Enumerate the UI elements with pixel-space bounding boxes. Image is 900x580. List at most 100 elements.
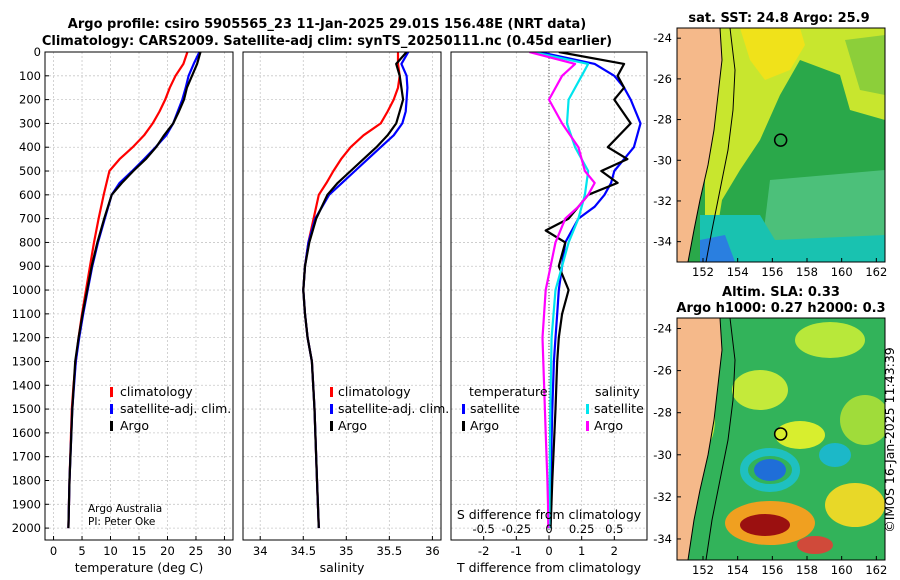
legend-swatch-argo <box>330 421 333 431</box>
sla-map: Altim. SLA: 0.33 Argo h1000: 0.27 h2000:… <box>653 285 887 577</box>
legend-label-climatology: climatology <box>120 384 193 399</box>
legend-swatch-satellite <box>330 404 333 414</box>
sla-high-2 <box>732 370 788 410</box>
legend-label-satellite: satellite-adj. clim. <box>338 401 449 416</box>
temperature-lines <box>67 52 202 529</box>
sla-profile-marker <box>773 427 788 441</box>
depth-tick-label: 1900 <box>12 497 41 511</box>
series-line-argo <box>67 52 202 529</box>
sst-warm-region <box>705 28 885 262</box>
temperature-legend: climatology satellite-adj. clim. Argo <box>110 384 231 433</box>
sla-high-1 <box>795 322 865 358</box>
depth-tick-label: 200 <box>19 93 41 107</box>
sla-high-3 <box>840 395 885 445</box>
difference-legend: temperature salinity satellite Argo sate… <box>462 384 644 433</box>
credit-argo-australia: Argo Australia <box>88 503 162 515</box>
sla-map-ticks: 152 154 156 158 160 162 -24 -26 -28 -30 -32 -34 <box>653 322 887 577</box>
map-y-tick-label: -26 <box>653 364 672 378</box>
title-line-1: Argo profile: csiro 5905565_23 11-Jan-20… <box>68 17 586 32</box>
x-tick-label: 35 <box>339 544 354 558</box>
depth-tick-label: 400 <box>19 140 41 154</box>
sst-map-box <box>676 27 886 263</box>
legend-swatch-t-satellite <box>462 404 465 414</box>
depth-tick-label: 1000 <box>12 283 41 297</box>
map-y-tick-label: -24 <box>653 31 672 45</box>
salinity-ticks: 34 34.5 35 35.5 36 <box>253 536 440 558</box>
x-tick-label: 30 <box>217 544 232 558</box>
x-tick-label: 0 <box>50 544 57 558</box>
map-x-tick-label: 156 <box>761 265 783 279</box>
sla-peak <box>740 514 790 536</box>
difference-lines <box>529 52 642 529</box>
map-x-tick-label: 154 <box>727 563 749 577</box>
sst-profile-marker <box>773 133 788 147</box>
t-difference-xlabel: T difference from climatology <box>456 560 642 575</box>
legend-title-temperature: temperature <box>469 384 548 399</box>
s-difference-ticks: -0.5 -0.25 0 0.25 0.5 <box>472 522 623 536</box>
depth-tick-label: 800 <box>19 235 41 249</box>
temperature-ticks: 0100200300400500600700800900100011001200… <box>12 45 232 558</box>
sla-high-4 <box>775 421 825 449</box>
x-tick-label: 15 <box>132 544 147 558</box>
map-x-tick-label: 162 <box>865 265 887 279</box>
s-tick-label: 0.5 <box>605 522 623 536</box>
x-tick-label: 34 <box>253 544 268 558</box>
x-tick-label: 25 <box>189 544 204 558</box>
s-tick-label: 0 <box>545 522 552 536</box>
sla-coastline <box>687 318 723 560</box>
x-tick-label: 20 <box>160 544 175 558</box>
s-tick-label: -0.25 <box>501 522 531 536</box>
sla-map-title-1: Altim. SLA: 0.33 <box>722 285 840 300</box>
legend-label-satellite: satellite-adj. clim. <box>120 401 231 416</box>
sla-land <box>677 318 722 560</box>
map-x-tick-label: 156 <box>761 563 783 577</box>
depth-tick-label: 1700 <box>12 450 41 464</box>
legend-label-argo: Argo <box>120 418 149 433</box>
map-y-tick-label: -30 <box>653 153 672 167</box>
legend-swatch-climatology <box>330 387 333 397</box>
map-y-tick-label: -28 <box>653 406 672 420</box>
series-line-temperature-satellite <box>538 52 642 529</box>
map-x-tick-label: 162 <box>865 563 887 577</box>
map-y-tick-label: -30 <box>653 448 672 462</box>
sla-low-1 <box>754 459 786 481</box>
sst-shelf-contour <box>705 28 736 262</box>
sst-land <box>677 28 722 262</box>
sla-low-1-ring <box>740 448 800 492</box>
depth-tick-label: 600 <box>19 188 41 202</box>
x-tick-label: -2 <box>478 544 489 558</box>
sst-coldest-region <box>700 235 735 262</box>
sla-high-7 <box>797 536 833 554</box>
temperature-panel: 0100200300400500600700800900100011001200… <box>12 45 234 575</box>
series-line-salinity-satellite <box>532 52 590 529</box>
x-tick-label: 35.5 <box>377 544 403 558</box>
difference-ticks: -2 -1 0 1 2 <box>478 536 618 558</box>
legend-swatch-argo <box>110 421 113 431</box>
sla-map-title-2: Argo h1000: 0.27 h2000: 0.3 <box>676 301 885 316</box>
map-y-tick-label: -26 <box>653 72 672 86</box>
depth-tick-label: 700 <box>19 212 41 226</box>
s-tick-label: -0.5 <box>472 522 494 536</box>
legend-label-t-argo: Argo <box>470 418 499 433</box>
sst-hot-region <box>740 28 805 80</box>
sst-map-ticks: 152 154 156 158 160 162 -24 -26 -28 -30 -32 -34 <box>653 31 887 279</box>
map-x-tick-label: 154 <box>727 265 749 279</box>
x-tick-label: -1 <box>511 544 522 558</box>
s-tick-label: 0.25 <box>569 522 595 536</box>
depth-tick-label: 1500 <box>12 402 41 416</box>
depth-tick-label: 1400 <box>12 378 41 392</box>
series-line-argo <box>302 52 408 529</box>
salinity-xlabel: salinity <box>320 560 365 575</box>
legend-label-t-satellite: satellite <box>470 401 520 416</box>
credit-pi: PI: Peter Oke <box>88 516 155 528</box>
map-y-tick-label: -28 <box>653 113 672 127</box>
legend-label-argo: Argo <box>338 418 367 433</box>
sla-high-5 <box>825 483 885 527</box>
legend-label-s-argo: Argo <box>594 418 623 433</box>
depth-tick-label: 300 <box>19 116 41 130</box>
map-x-tick-label: 152 <box>692 563 714 577</box>
depth-tick-label: 500 <box>19 164 41 178</box>
legend-swatch-s-argo <box>586 421 589 431</box>
x-tick-label: 2 <box>611 544 618 558</box>
salinity-panel: 34 34.5 35 35.5 36 salinity climatology sate… <box>242 51 449 575</box>
